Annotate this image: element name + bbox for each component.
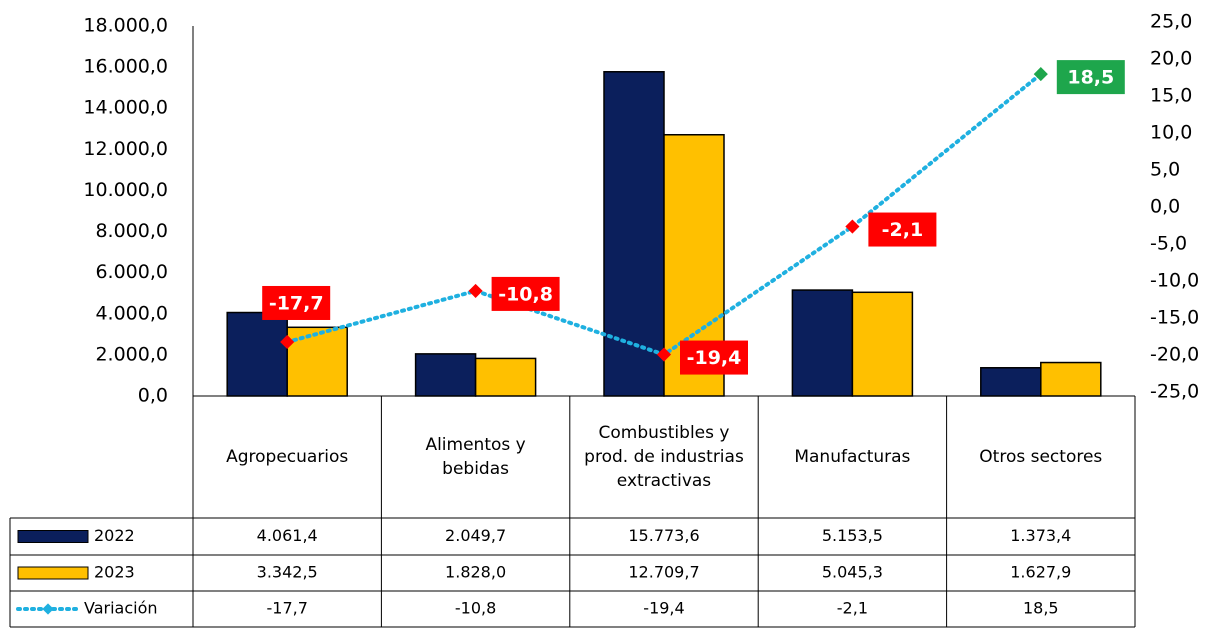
table-value: 1.373,4: [1010, 526, 1071, 545]
table-value: 12.709,7: [628, 563, 699, 582]
data-label: -17,7: [269, 292, 324, 314]
x-tick-label: Alimentos y bebidas: [425, 435, 526, 479]
legend-label: Variación: [84, 599, 158, 618]
x-tick-label: Otros sectores: [979, 447, 1103, 467]
data-label: -10,8: [498, 283, 553, 305]
table-value: -2,1: [837, 599, 868, 618]
legend-swatch: [17, 566, 89, 580]
data-label: -19,4: [687, 347, 742, 369]
bar: [286, 326, 348, 397]
table-value: 18,5: [1023, 599, 1059, 618]
data-label: 18,5: [1067, 67, 1114, 89]
table-value: 5.153,5: [822, 526, 883, 545]
table-value: -10,8: [455, 599, 496, 618]
y-tick-label: 8.000,0: [95, 220, 168, 242]
y-tick-label: 12.000,0: [83, 138, 168, 160]
y2-tick-label: 10,0: [1150, 122, 1192, 144]
y-tick-label: 18.000,0: [83, 15, 168, 37]
table-value: 1.828,0: [445, 563, 506, 582]
marker: [845, 219, 860, 234]
table-value: 2.049,7: [445, 526, 506, 545]
data-label: -2,1: [882, 219, 924, 241]
y2-tick-label: -10,0: [1150, 270, 1199, 292]
category-cell: Agropecuarios: [226, 447, 349, 467]
data-label-box: [1056, 60, 1125, 95]
bar: [851, 291, 914, 397]
y2-tick-label: -5,0: [1150, 233, 1187, 255]
table-value: 5.045,3: [822, 563, 883, 582]
y2-tick-label: 25,0: [1150, 11, 1192, 33]
y-tick-label: 4.000,0: [95, 302, 168, 324]
legend-label: 2022: [94, 526, 135, 545]
bar: [226, 311, 288, 397]
bar: [1040, 361, 1102, 397]
table-value: 1.627,9: [1010, 563, 1071, 582]
x-tick-label: Agropecuarios: [226, 447, 349, 467]
y2-tick-label: -20,0: [1150, 344, 1199, 366]
category-cell: Alimentos y bebidas: [425, 435, 526, 479]
bar: [474, 357, 537, 397]
bar: [980, 367, 1042, 397]
bar: [791, 289, 854, 397]
category-cell: Combustibles y prod. de industrias extra…: [584, 423, 744, 491]
y-tick-label: 2.000,0: [95, 343, 168, 365]
legend-label: 2023: [94, 563, 135, 582]
category-cell: Manufacturas: [794, 447, 911, 467]
data-label-box: [680, 340, 748, 375]
bar: [414, 353, 477, 397]
marker: [1033, 67, 1048, 82]
table-value: 15.773,6: [628, 526, 699, 545]
marker: [468, 283, 483, 298]
y-tick-label: 16.000,0: [83, 56, 168, 78]
y-tick-label: 10.000,0: [83, 179, 168, 201]
y2-tick-label: -25,0: [1150, 381, 1199, 403]
data-label-box: [868, 212, 937, 247]
data-label-box: [262, 285, 331, 320]
y2-tick-label: 15,0: [1150, 85, 1192, 107]
y2-tick-label: 20,0: [1150, 48, 1192, 70]
y2-tick-label: 5,0: [1150, 159, 1180, 181]
marker: [656, 347, 672, 362]
table-value: 4.061,4: [257, 526, 318, 545]
table-value: -19,4: [643, 599, 684, 618]
category-cell: Otros sectores: [979, 447, 1103, 467]
y-tick-label: 0,0: [138, 385, 168, 407]
legend-marker: [42, 603, 54, 615]
x-tick-label: Manufacturas: [794, 447, 911, 467]
legend-swatch: [17, 530, 89, 543]
y-tick-label: 6.000,0: [95, 261, 168, 283]
y-tick-label: 14.000,0: [83, 97, 168, 119]
y2-tick-label: -15,0: [1150, 307, 1199, 329]
y2-tick-label: 0,0: [1150, 196, 1180, 218]
table-value: -17,7: [266, 599, 307, 618]
data-label-box: [491, 276, 560, 311]
x-tick-label: Combustibles y prod. de industrias extra…: [584, 423, 744, 491]
bar: [603, 71, 665, 397]
table-value: 3.342,5: [257, 563, 318, 582]
marker: [280, 334, 295, 350]
